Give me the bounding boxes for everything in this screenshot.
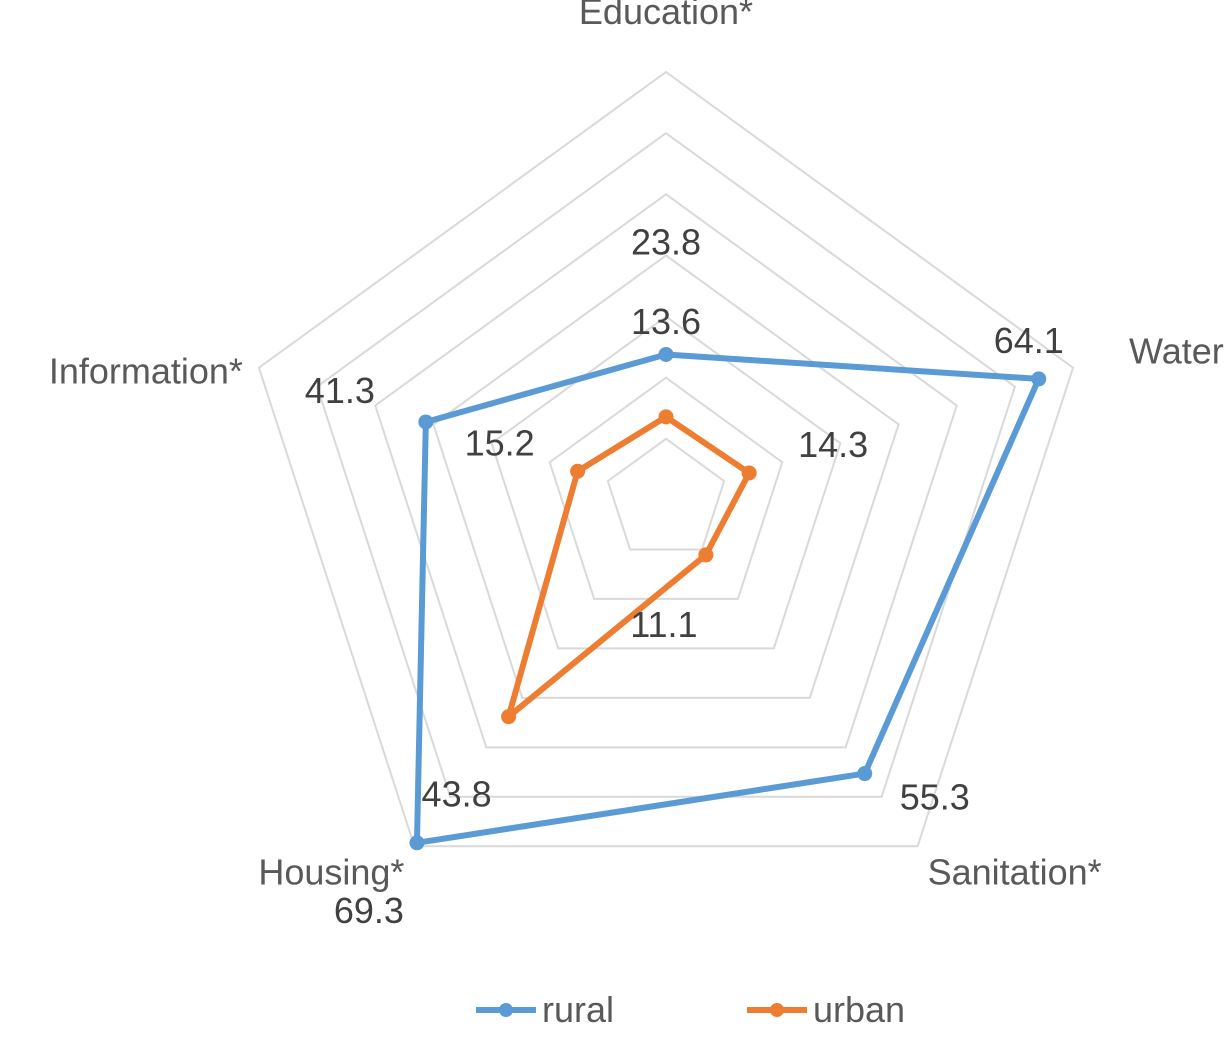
legend-label: urban <box>813 989 905 1030</box>
category-label: Education* <box>579 0 753 32</box>
data-point-urban <box>698 547 714 563</box>
legend-item-rural: rural <box>476 989 614 1030</box>
legend-item-urban: urban <box>747 989 905 1030</box>
category-label: Housing* <box>258 851 404 892</box>
data-label-rural: 64.1 <box>994 320 1064 361</box>
grid-ring <box>548 376 784 600</box>
data-label-rural: 23.8 <box>631 221 701 262</box>
data-label-urban: 14.3 <box>798 424 868 465</box>
data-label-rural: 41.3 <box>305 370 375 411</box>
grid-ring <box>257 70 1075 848</box>
data-labels: 23.8 64.1 55.3 69.3 41.3 13.6 14.3 11.1 43.8 15.2 <box>305 221 1064 930</box>
series-line-urban <box>505 413 753 720</box>
data-label-urban: 11.1 <box>630 604 697 645</box>
legend: rural urban <box>476 989 905 1030</box>
data-point-rural <box>1031 371 1047 387</box>
data-label-urban: 15.2 <box>465 422 535 463</box>
grid <box>257 70 1075 848</box>
data-point-rural <box>857 766 873 782</box>
series-line-rural <box>413 351 1042 846</box>
category-label: Sanitation* <box>928 851 1102 892</box>
category-labels: Education* Water* Sanitation* Housing* Infor… <box>49 0 1224 892</box>
grid-ring <box>606 437 726 551</box>
data-point-rural <box>658 346 674 362</box>
data-point-rural <box>418 414 434 430</box>
legend-label: rural <box>542 989 614 1030</box>
data-point-urban <box>741 465 757 481</box>
legend-marker <box>499 1003 513 1017</box>
category-label: Water* <box>1129 331 1224 372</box>
grid-ring <box>315 131 1017 798</box>
data-point-rural <box>409 835 425 851</box>
data-label-rural: 55.3 <box>900 777 970 818</box>
data-label-rural: 69.3 <box>334 890 404 931</box>
legend-marker <box>770 1003 784 1017</box>
grid-ring <box>490 315 842 650</box>
category-label: Information* <box>49 351 243 392</box>
data-point-urban <box>570 463 586 479</box>
data-point-urban <box>658 409 674 425</box>
grid-ring <box>374 193 958 749</box>
data-point-urban <box>501 709 517 725</box>
data-label-urban: 13.6 <box>631 301 701 342</box>
data-label-urban: 43.8 <box>422 774 492 815</box>
grid-ring <box>432 254 900 699</box>
series <box>409 346 1047 851</box>
